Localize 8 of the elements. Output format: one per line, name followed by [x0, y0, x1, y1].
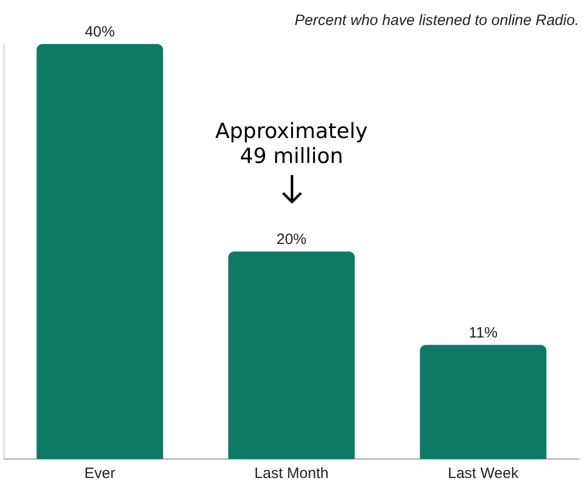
- chart-title: Percent who have listened to online Radio.: [294, 12, 579, 30]
- data-label: 11%: [468, 324, 498, 342]
- data-label: 40%: [84, 24, 115, 41]
- annotation: Approximately 49 million: [215, 118, 368, 168]
- x-tick-label: Last Month: [254, 465, 329, 482]
- data-label: 20%: [276, 231, 307, 248]
- x-tick-label: Ever: [84, 465, 116, 482]
- x-tick-label: Last Week: [448, 465, 519, 482]
